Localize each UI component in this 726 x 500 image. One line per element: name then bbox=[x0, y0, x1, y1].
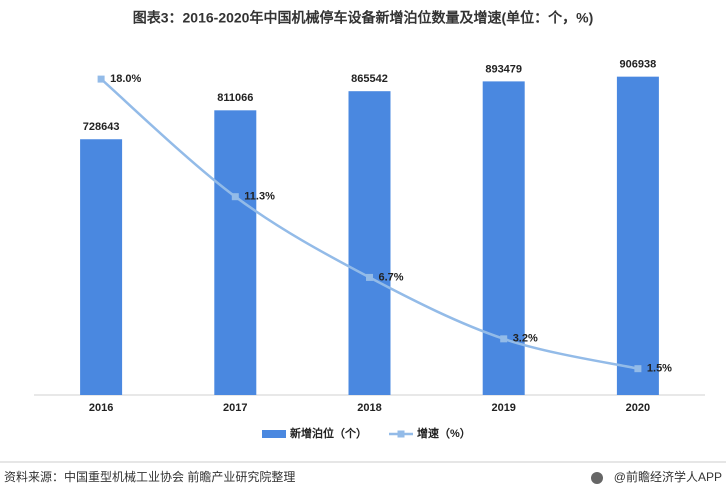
bar-label: 865542 bbox=[351, 73, 388, 85]
line-label: 1.5% bbox=[647, 363, 672, 375]
x-tick-label: 2018 bbox=[357, 402, 381, 414]
bar-label: 811066 bbox=[217, 92, 253, 104]
source: 资料来源：中国重型机械工业协会 前瞻产业研究院整理 bbox=[4, 469, 295, 484]
line-label: 6.7% bbox=[379, 271, 404, 283]
line-marker bbox=[231, 193, 239, 201]
x-tick-label: 2017 bbox=[223, 402, 247, 414]
legend-swatch bbox=[262, 430, 286, 438]
brand: @前瞻经济学人APP bbox=[614, 469, 722, 484]
legend-label: 新增泊位（个） bbox=[290, 426, 367, 440]
bar-label: 906938 bbox=[620, 59, 657, 71]
line-marker bbox=[500, 335, 508, 343]
bar-label: 893479 bbox=[485, 63, 522, 75]
line-label: 18.0% bbox=[110, 73, 141, 85]
brand-icon bbox=[591, 472, 603, 484]
x-tick-label: 2019 bbox=[491, 402, 515, 414]
bar bbox=[616, 76, 659, 395]
line-marker bbox=[634, 365, 642, 373]
x-tick-label: 2020 bbox=[626, 402, 650, 414]
line-marker bbox=[97, 75, 105, 83]
bar bbox=[482, 81, 525, 396]
bar bbox=[214, 110, 257, 396]
x-tick-label: 2016 bbox=[89, 402, 113, 414]
line-marker bbox=[366, 273, 373, 281]
bar bbox=[348, 91, 391, 395]
line-label: 11.3% bbox=[244, 191, 275, 203]
bar bbox=[80, 139, 123, 395]
bar-label: 728643 bbox=[83, 121, 120, 133]
line-label: 3.2% bbox=[513, 333, 538, 345]
legend-swatch bbox=[397, 430, 405, 438]
chart-title: 图表3：2016-2020年中国机械停车设备新增泊位数量及增速(单位：个，%) bbox=[133, 10, 594, 26]
legend-label: 增速（%） bbox=[417, 426, 471, 440]
